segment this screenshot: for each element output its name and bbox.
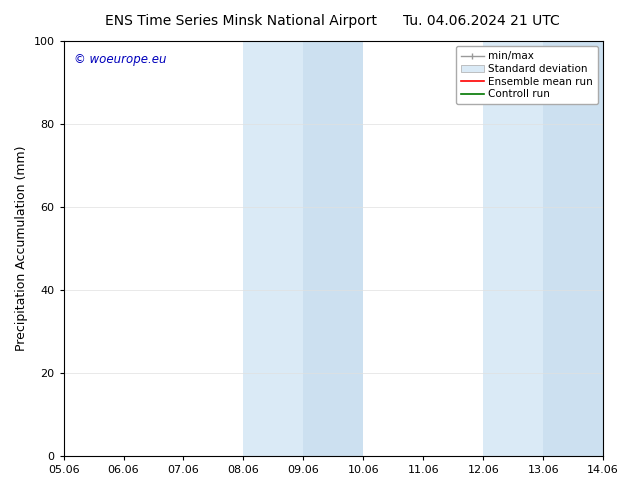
Bar <box>543 41 603 456</box>
Text: © woeurope.eu: © woeurope.eu <box>74 53 167 67</box>
Bar <box>243 41 304 456</box>
Bar <box>483 41 543 456</box>
Bar <box>304 41 363 456</box>
Text: Tu. 04.06.2024 21 UTC: Tu. 04.06.2024 21 UTC <box>403 14 560 28</box>
Legend: min/max, Standard deviation, Ensemble mean run, Controll run: min/max, Standard deviation, Ensemble me… <box>456 46 598 104</box>
Text: ENS Time Series Minsk National Airport: ENS Time Series Minsk National Airport <box>105 14 377 28</box>
Y-axis label: Precipitation Accumulation (mm): Precipitation Accumulation (mm) <box>15 146 28 351</box>
